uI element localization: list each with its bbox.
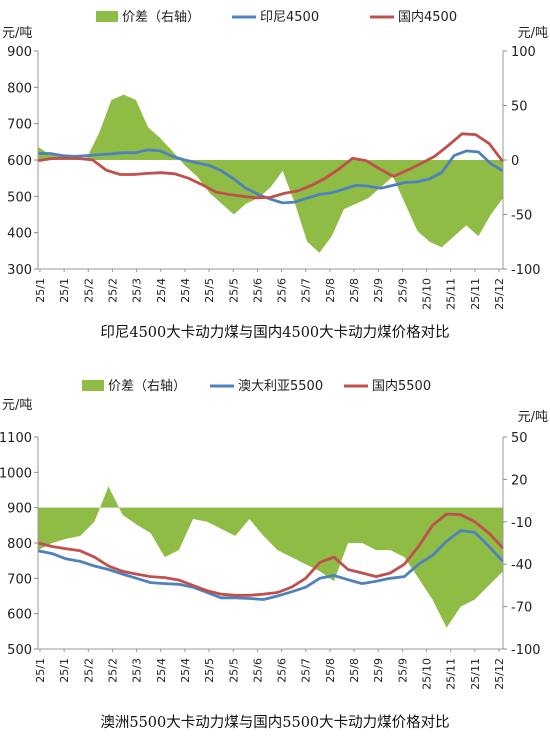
c1-x-tick-label: 25/2: [82, 278, 95, 303]
c1-left-tick-label: 900: [7, 45, 32, 60]
c1-x-tick-label: 25/9: [396, 278, 409, 303]
c2-left-axis-unit: 元/吨: [2, 398, 32, 413]
c1-right-tick-label: 100: [511, 45, 536, 60]
c1-x-tick-label: 25/3: [131, 278, 144, 303]
c2-left-tick-label: 1000: [0, 466, 32, 481]
c2-right-tick-label: 20: [511, 473, 528, 488]
c1-x-tick-label: 25/5: [203, 278, 216, 303]
c2-right-axis-unit: 元/吨: [518, 410, 548, 425]
c2-x-tick-label: 25/2: [82, 658, 95, 683]
c2-series-a-line: [37, 529, 505, 601]
c1-x-tick-label: 25/8: [348, 278, 361, 303]
c1-legend-label-spread: 价差（右轴）: [122, 10, 200, 25]
c1-left-tick-label: 500: [7, 190, 32, 205]
c1-x-tick-label: 25/7: [300, 278, 313, 303]
c2-left-tick-label: 900: [7, 502, 32, 517]
c1-x-tick-label: 25/12: [493, 278, 506, 310]
c1-x-tick-label: 25/9: [372, 278, 385, 303]
c2-x-tick-label: 25/7: [300, 658, 313, 683]
c1-legend-label-series-a: 印尼4500: [260, 10, 319, 25]
c1-x-tick-label: 25/8: [324, 278, 337, 303]
c1-x-tick-label: 25/1: [34, 278, 47, 303]
c1-x-tick-label: 25/4: [155, 278, 168, 303]
c1-right-axis-unit: 元/吨: [518, 26, 548, 41]
c2-x-tick-label: 25/6: [251, 658, 264, 683]
c2-spread-area: [38, 486, 503, 628]
c1-spread-area: [38, 94, 503, 253]
c1-right-tick-label: 0: [511, 154, 519, 169]
c1-chart-title: 印尼4500大卡动力煤与国内4500大卡动力煤价格对比: [100, 324, 449, 341]
c2-x-tick-label: 25/9: [396, 658, 409, 683]
c2-x-tick-label: 25/3: [131, 658, 144, 683]
c1-left-tick-label: 300: [7, 263, 32, 278]
c1-right-tick-label: -100: [511, 263, 541, 278]
c2-right-tick-label: -40: [511, 558, 532, 573]
c1-left-axis-unit: 元/吨: [2, 26, 32, 41]
c2-series-b-line: [37, 512, 505, 597]
c2-legend-swatch-spread: [82, 380, 104, 391]
c1-x-tick-label: 25/11: [469, 278, 482, 310]
c2-legend-label-spread: 价差（右轴）: [108, 379, 186, 394]
c1-x-tick-label: 25/6: [251, 278, 264, 303]
c1-x-tick-label: 25/10: [421, 278, 434, 310]
c2-x-tick-label: 25/9: [372, 658, 385, 683]
c2-x-tick-label: 25/12: [493, 658, 506, 690]
c1-legend-swatch-spread: [96, 11, 118, 22]
c1-x-tick-label: 25/2: [106, 278, 119, 303]
c2-x-tick-label: 25/4: [179, 658, 192, 683]
c2-right-tick-label: -70: [511, 601, 532, 616]
c2-x-tick-label: 25/11: [445, 658, 458, 690]
c2-x-tick-label: 25/5: [203, 658, 216, 683]
c2-left-tick-label: 1100: [0, 431, 32, 446]
c2-x-tick-label: 25/6: [276, 658, 289, 683]
c2-left-tick-label: 700: [7, 572, 32, 587]
c1-right-tick-label: -50: [511, 209, 532, 224]
c2-x-tick-label: 25/4: [155, 658, 168, 683]
c1-x-tick-label: 25/1: [58, 278, 71, 303]
c1-left-tick-label: 700: [7, 118, 32, 133]
c1-x-tick-label: 25/11: [445, 278, 458, 310]
c1-series-b-line: [37, 132, 505, 200]
c2-legend-label-series-a: 澳大利亚5500: [238, 378, 323, 394]
c1-left-tick-label: 400: [7, 227, 32, 242]
c2-left-tick-label: 500: [7, 643, 32, 658]
c2-x-tick-label: 25/8: [348, 658, 361, 683]
c1-legend-label-series-b: 国内4500: [398, 9, 457, 25]
c2-left-tick-label: 800: [7, 537, 32, 552]
c2-x-tick-label: 25/1: [34, 658, 47, 683]
c2-x-tick-label: 25/1: [58, 658, 71, 683]
c1-series-a-line: [38, 148, 504, 205]
c2-right-tick-label: -100: [511, 643, 541, 658]
c1-x-tick-label: 25/5: [227, 278, 240, 303]
c2-x-tick-label: 25/10: [421, 658, 434, 690]
c2-legend-label-series-b: 国内5500: [372, 378, 431, 394]
c2-left-tick-label: 600: [7, 608, 32, 623]
c2-chart-title: 澳洲5500大卡动力煤与国内5500大卡动力煤价格对比: [100, 714, 449, 731]
c1-x-tick-label: 25/4: [179, 278, 192, 303]
c2-x-tick-label: 25/8: [324, 658, 337, 683]
c2-x-tick-label: 25/5: [227, 658, 240, 683]
c2-right-tick-label: 50: [511, 431, 528, 446]
c1-left-tick-label: 800: [7, 81, 32, 96]
c1-right-tick-label: 50: [511, 100, 528, 115]
c2-right-tick-label: -10: [511, 516, 532, 531]
c1-x-tick-label: 25/6: [276, 278, 289, 303]
c1-left-tick-label: 600: [7, 154, 32, 169]
c2-x-tick-label: 25/2: [106, 658, 119, 683]
c2-x-tick-label: 25/11: [469, 658, 482, 690]
